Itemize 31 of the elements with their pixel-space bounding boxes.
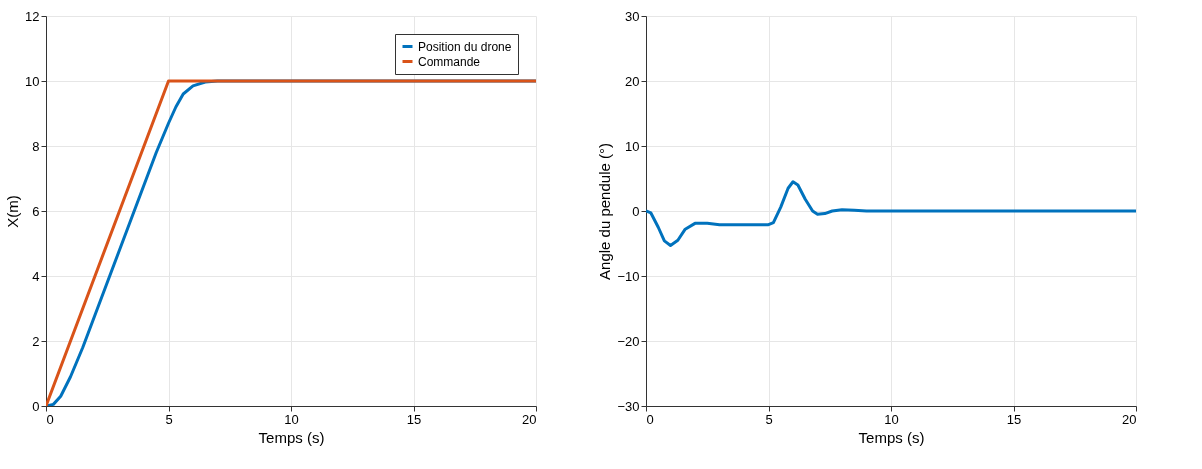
- x-tick-label: 10: [284, 411, 299, 427]
- y-tick-label: 0: [632, 203, 640, 219]
- x-axis-title: Temps (s): [258, 428, 325, 446]
- y-tick-label: 0: [32, 398, 40, 414]
- y-axis-title: X(m): [4, 195, 22, 228]
- legend-label: Position du drone: [418, 39, 512, 54]
- y-tick-label: 30: [625, 8, 640, 24]
- legend-label: Commande: [418, 54, 481, 69]
- x-tick-label: 0: [46, 411, 54, 427]
- x-tick-label: 15: [406, 411, 422, 427]
- line-series: [646, 180, 1136, 247]
- x-tick-label: 5: [165, 411, 173, 427]
- y-tick-label: 8: [32, 138, 40, 154]
- x-tick-label: 15: [1006, 411, 1022, 427]
- y-tick-label: −10: [617, 268, 640, 284]
- x-tick-label: 5: [765, 411, 773, 427]
- y-tick-label: 10: [625, 138, 640, 154]
- x-tick-label: 20: [522, 411, 537, 427]
- y-tick-label: 2: [32, 333, 40, 349]
- y-tick-label: 10: [25, 73, 40, 89]
- x-axis-title: Temps (s): [858, 428, 925, 446]
- y-tick-label: 12: [25, 8, 40, 24]
- y-tick-label: −30: [617, 398, 640, 414]
- y-tick-label: 20: [625, 73, 640, 89]
- y-axis-title: Angle du pendule (°): [596, 143, 614, 280]
- y-tick-label: 6: [32, 203, 40, 219]
- y-tick-label: −20: [617, 333, 640, 349]
- x-tick-label: 0: [646, 411, 654, 427]
- x-tick-label: 10: [884, 411, 899, 427]
- y-tick-label: 4: [32, 268, 40, 284]
- x-tick-label: 20: [1122, 411, 1137, 427]
